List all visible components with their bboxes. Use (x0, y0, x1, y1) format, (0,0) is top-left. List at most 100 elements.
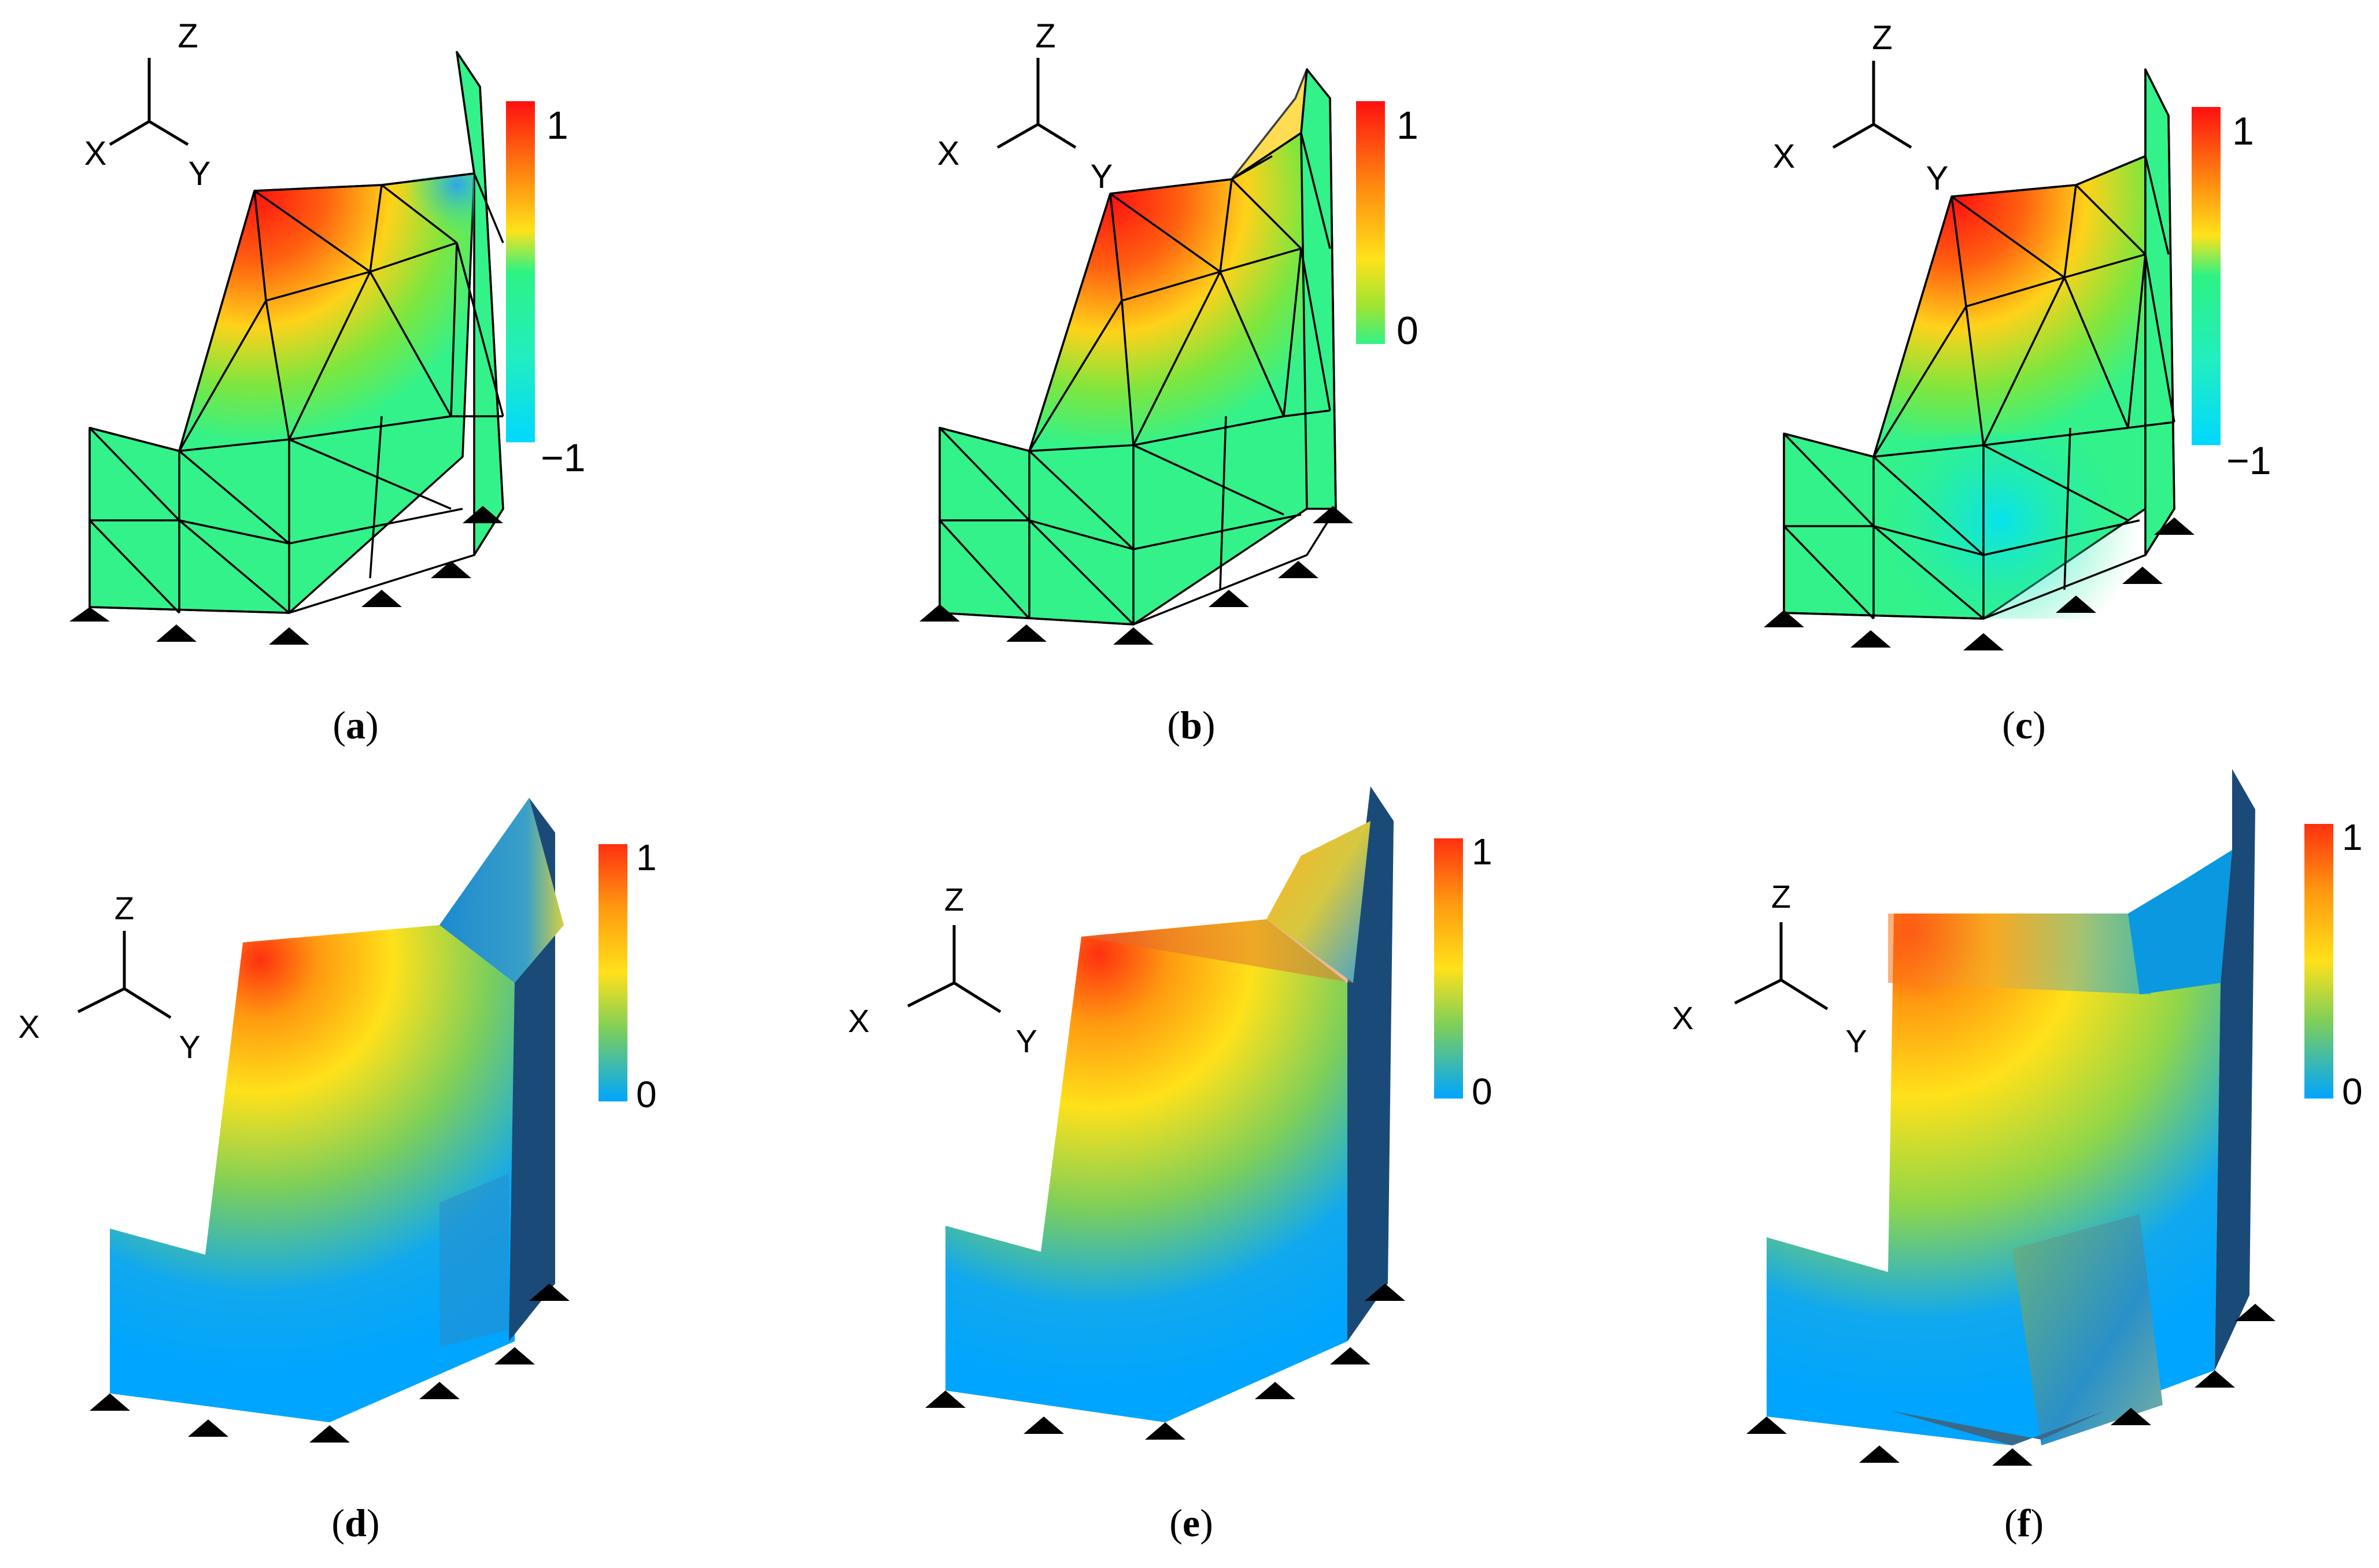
surface-mesh-c (1783, 68, 2175, 620)
colorbar-min-label-a: −1 (541, 436, 586, 480)
surface-f (1767, 769, 2255, 1445)
colorbar-d (599, 844, 627, 1101)
colorbar-min-label-e: 0 (1472, 1071, 1493, 1112)
panel-a: Z X Y (69, 17, 586, 645)
axis-label-z-a: Z (178, 17, 198, 55)
support-triangle (361, 590, 402, 607)
support-triangle (309, 1425, 350, 1443)
support-triangle (925, 1391, 966, 1408)
axis-label-x-d: X (18, 1008, 39, 1045)
axis-triad-a (109, 58, 189, 146)
support-triangle (2056, 596, 2096, 613)
panel-d: Z X Y 1 0 (18, 798, 657, 1443)
support-triangle (1209, 590, 1249, 607)
axis-triad-e (907, 925, 1002, 1014)
supports-b (919, 506, 1353, 645)
axis-triad-f (1734, 922, 1828, 1011)
support-triangle (1746, 1417, 1787, 1434)
axis-label-x-f: X (1672, 1000, 1693, 1036)
support-triangle (529, 1284, 570, 1301)
colorbar-e (1434, 838, 1463, 1099)
supports-f (1746, 1304, 2275, 1466)
support-triangle (2154, 517, 2195, 535)
support-triangle (1764, 610, 1804, 627)
axis-label-y-e: Y (1015, 1023, 1037, 1059)
support-triangle (919, 604, 960, 622)
support-triangle (2122, 567, 2163, 584)
axis-label-z-b: Z (1035, 17, 1055, 55)
colorbar-min-label-d: 0 (636, 1074, 657, 1115)
axis-label-z-c: Z (1872, 19, 1892, 57)
support-triangle (1850, 630, 1891, 648)
axis-label-y-f: Y (1845, 1023, 1867, 1059)
support-triangle (1330, 1347, 1370, 1364)
support-triangle (1278, 561, 1318, 578)
support-triangle (431, 561, 471, 578)
colorbar-min-label-f: 0 (2342, 1071, 2363, 1112)
support-triangle (494, 1347, 535, 1364)
caption-a: (a) (333, 703, 379, 747)
support-triangle (1963, 633, 2004, 650)
axis-label-z-d: Z (114, 890, 134, 926)
caption-e: (e) (1169, 1501, 1213, 1545)
colorbar-max-label-f: 1 (2342, 816, 2363, 858)
surface-e (945, 786, 1394, 1422)
caption-c: (c) (2002, 703, 2046, 747)
surface-d (110, 798, 564, 1422)
panel-b: Z X Y (919, 17, 1418, 645)
colorbar-b (1356, 101, 1385, 344)
colorbar-a (506, 101, 535, 442)
support-triangle (1113, 627, 1154, 645)
support-triangle (1024, 1417, 1064, 1434)
colorbar-max-label-b: 1 (1397, 103, 1418, 147)
axis-label-y-d: Y (179, 1029, 200, 1065)
supports-a (69, 506, 503, 645)
support-triangle (2235, 1304, 2275, 1321)
support-triangle (1992, 1448, 2033, 1466)
support-triangle (1859, 1445, 1900, 1463)
support-triangle (1255, 1382, 1295, 1399)
axis-label-x-e: X (848, 1003, 869, 1039)
support-triangle (419, 1382, 460, 1399)
axis-label-y-b: Y (1091, 158, 1113, 195)
panel-c: Z X Y (1764, 19, 2271, 650)
support-triangle (1006, 624, 1047, 642)
support-triangle (1313, 506, 1353, 523)
axis-label-z-f: Z (1771, 878, 1791, 915)
surface-mesh-a (88, 51, 504, 614)
colorbar-max-label-e: 1 (1472, 831, 1493, 872)
support-triangle (90, 1393, 130, 1411)
support-triangle (156, 624, 197, 642)
support-triangle (2195, 1370, 2235, 1388)
support-triangle (1145, 1422, 1185, 1440)
colorbar-min-label-c: −1 (2226, 439, 2271, 483)
support-triangle (1365, 1284, 1405, 1301)
colorbar-max-label-d: 1 (636, 837, 657, 878)
supports-e (925, 1284, 1405, 1440)
axis-triad-c (1832, 61, 1912, 149)
support-triangle (269, 627, 309, 645)
support-triangle (69, 607, 110, 622)
axis-label-y-a: Y (189, 155, 211, 193)
colorbar-c (2192, 107, 2221, 445)
axis-label-z-e: Z (944, 881, 964, 918)
axis-triad-b (996, 58, 1077, 149)
colorbar-max-label-c: 1 (2232, 109, 2254, 153)
caption-b: (b) (1167, 703, 1216, 747)
panel-e: Z X Y 1 0 (848, 786, 1493, 1440)
colorbar-max-label-a: 1 (546, 103, 568, 147)
axis-label-x-b: X (937, 135, 960, 172)
axis-triad-d (77, 931, 172, 1019)
support-triangle (188, 1419, 228, 1437)
caption-f: (f) (2004, 1501, 2044, 1545)
colorbar-min-label-b: 0 (1397, 309, 1418, 353)
axis-label-x-a: X (84, 135, 107, 172)
axis-label-y-c: Y (1926, 160, 1949, 197)
support-triangle (463, 506, 503, 523)
caption-d: (d) (331, 1501, 380, 1545)
colorbar-f (2304, 824, 2333, 1099)
axis-label-x-c: X (1773, 138, 1796, 175)
support-triangle (2111, 1408, 2151, 1425)
supports-d (90, 1284, 570, 1443)
